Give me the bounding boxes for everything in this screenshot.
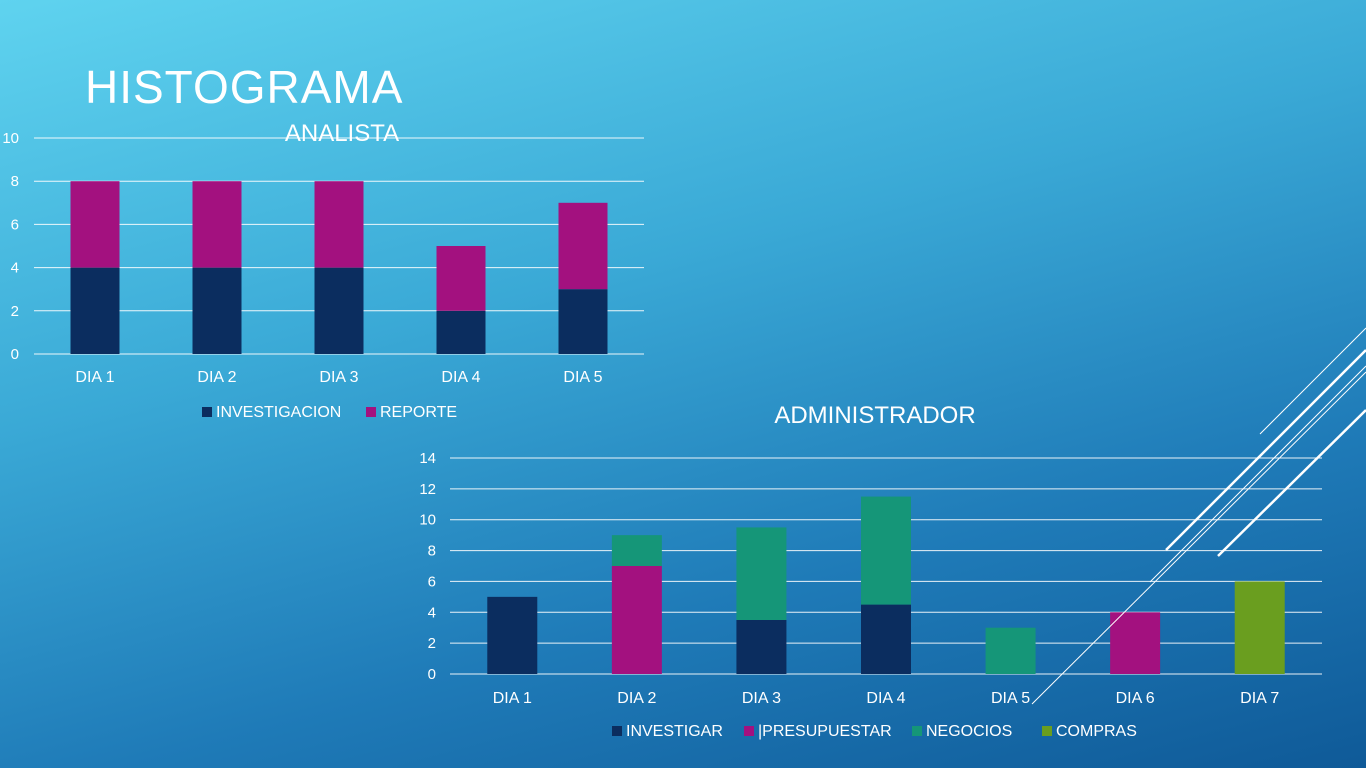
x-category-label: DIA 1 <box>75 369 114 386</box>
x-category-label: DIA 7 <box>1240 690 1279 707</box>
bar-negocios-2 <box>611 535 662 566</box>
bar-reporte-5 <box>558 202 608 290</box>
legend-label: |PRESUPUESTAR <box>758 723 892 740</box>
x-category-label: DIA 3 <box>742 690 781 707</box>
bar-investigar-3 <box>736 620 787 674</box>
bar-negocios-3 <box>736 527 787 620</box>
legend-label: NEGOCIOS <box>926 723 1012 740</box>
y-tick-label: 10 <box>2 130 19 147</box>
y-tick-label: 0 <box>11 346 19 363</box>
bar-reporte-3 <box>314 181 364 268</box>
legend-swatch <box>744 726 754 736</box>
bar-presupuestar-2 <box>611 566 662 674</box>
bar-investigacion-2 <box>192 267 242 354</box>
x-category-label: DIA 4 <box>441 369 480 386</box>
bar-compras-7 <box>1234 581 1285 674</box>
bar-investigar-1 <box>487 596 538 674</box>
legend-swatch <box>912 726 922 736</box>
chart-title: ADMINISTRADOR <box>774 402 975 429</box>
x-category-label: DIA 2 <box>617 690 656 707</box>
bar-reporte-4 <box>436 246 486 311</box>
legend-label: COMPRAS <box>1056 723 1137 740</box>
legend-label: INVESTIGACION <box>216 404 341 421</box>
bar-reporte-1 <box>70 181 120 268</box>
decor-line <box>1165 349 1366 551</box>
legend-swatch <box>612 726 622 736</box>
decor-line <box>1217 409 1366 557</box>
decor-line <box>1149 365 1366 583</box>
legend-label: INVESTIGAR <box>626 723 723 740</box>
bar-negocios-5 <box>985 627 1036 674</box>
slide-title: HISTOGRAMA <box>85 61 404 113</box>
y-tick-label: 0 <box>428 666 436 683</box>
y-tick-label: 4 <box>11 260 19 277</box>
legend-swatch <box>366 407 376 417</box>
y-tick-label: 4 <box>428 604 436 621</box>
bar-presupuestar-6 <box>1110 612 1161 674</box>
bar-investigar-4 <box>861 604 911 674</box>
bar-investigacion-3 <box>314 267 364 354</box>
y-tick-label: 10 <box>419 512 436 529</box>
legend-swatch <box>1042 726 1052 736</box>
x-category-label: DIA 6 <box>1116 690 1155 707</box>
y-tick-label: 8 <box>11 173 19 190</box>
y-tick-label: 6 <box>11 216 19 233</box>
y-tick-label: 6 <box>428 573 436 590</box>
bar-reporte-2 <box>192 181 242 268</box>
y-tick-label: 2 <box>11 303 19 320</box>
x-category-label: DIA 5 <box>991 690 1030 707</box>
legend-label: REPORTE <box>380 404 457 421</box>
x-category-label: DIA 2 <box>197 369 236 386</box>
legend-swatch <box>202 407 212 417</box>
bar-investigacion-4 <box>436 310 486 354</box>
y-tick-label: 8 <box>428 543 436 560</box>
chart-title: ANALISTA <box>285 120 399 147</box>
bar-investigacion-5 <box>558 289 608 354</box>
x-category-label: DIA 1 <box>493 690 532 707</box>
decor-line <box>1259 327 1366 435</box>
x-category-label: DIA 3 <box>319 369 358 386</box>
x-category-label: DIA 5 <box>563 369 602 386</box>
x-category-label: DIA 4 <box>866 690 905 707</box>
y-tick-label: 2 <box>428 635 436 652</box>
y-tick-label: 14 <box>419 450 436 467</box>
decor-line <box>1031 371 1366 705</box>
y-tick-label: 12 <box>419 481 436 498</box>
bar-negocios-4 <box>861 496 911 605</box>
bar-investigacion-1 <box>70 267 120 354</box>
